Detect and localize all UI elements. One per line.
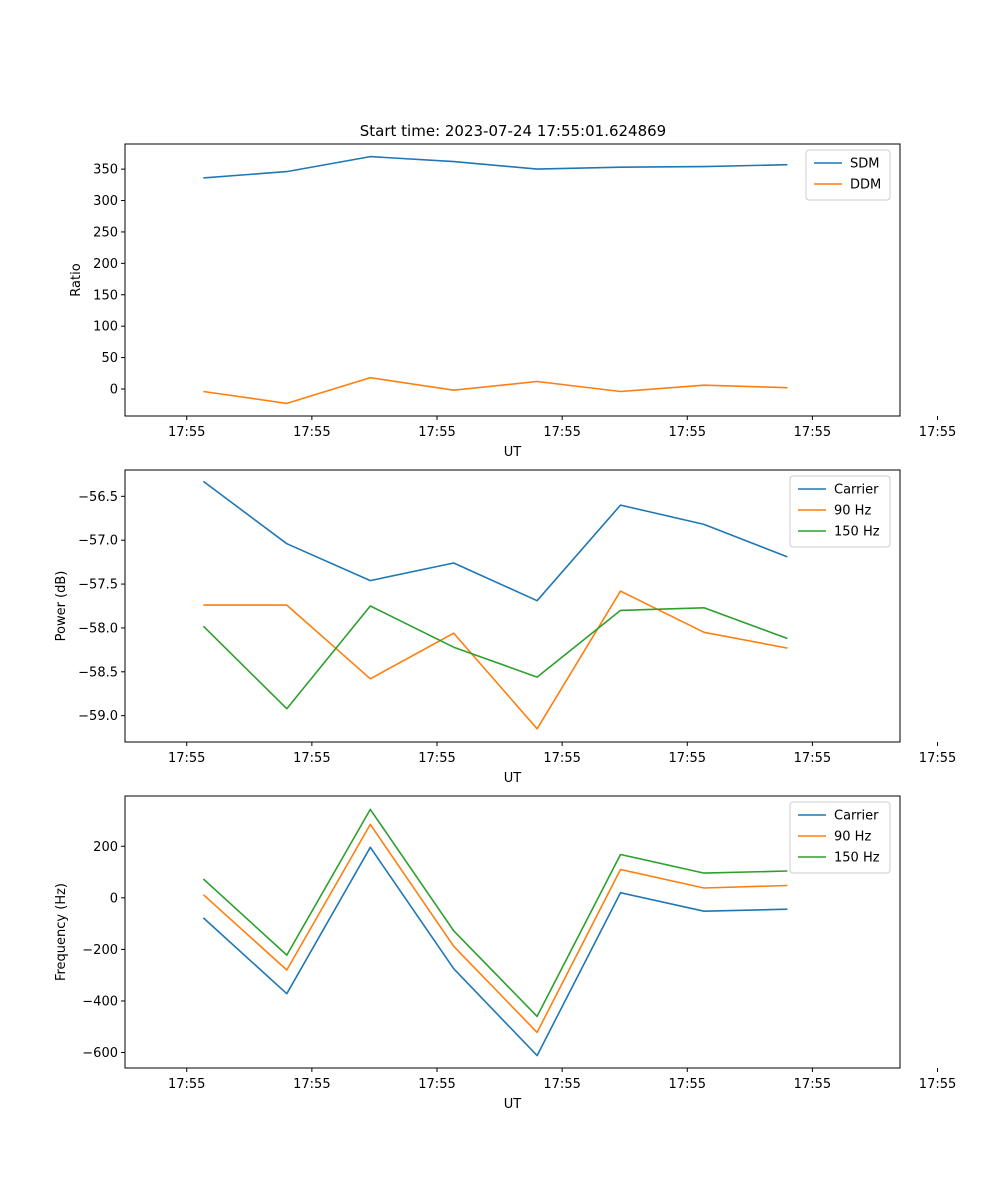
x-tick-label: 17:55 bbox=[293, 1077, 330, 1092]
series-line-carrier bbox=[202, 846, 788, 1057]
y-tick-label: −57.0 bbox=[78, 534, 118, 549]
chart-panel-3: 200 0 −200 −400 −600 17:55 17:55 17:55 17:55 17:5… bbox=[54, 795, 956, 1112]
legend-label: SDM bbox=[850, 157, 879, 172]
x-tick-label: 17:55 bbox=[543, 1077, 580, 1092]
y-tick-label: 50 bbox=[101, 351, 118, 366]
y-tick-label: −57.5 bbox=[78, 578, 118, 593]
x-axis-label: UT bbox=[504, 445, 522, 460]
y-tick-label: 350 bbox=[93, 163, 118, 178]
x-tick-label: 17:55 bbox=[794, 751, 831, 766]
x-tick-label: 17:55 bbox=[919, 425, 956, 440]
y-axis-label: Frequency (Hz) bbox=[54, 883, 69, 981]
chart-panel-2: −56.5 −57.0 −57.5 −58.0 −58.5 −59.0 17:55 17:55… bbox=[54, 469, 956, 786]
y-axis-label: Ratio bbox=[69, 263, 84, 296]
legend-label: 150 Hz bbox=[834, 851, 880, 866]
legend-label: 90 Hz bbox=[834, 830, 871, 845]
x-tick-label: 17:55 bbox=[418, 751, 455, 766]
axes-frame bbox=[124, 469, 901, 743]
axes-frame bbox=[124, 143, 901, 417]
y-tick-label: 250 bbox=[93, 225, 118, 240]
series-line-sdm bbox=[203, 155, 788, 179]
series-line-150-hz bbox=[202, 605, 788, 710]
x-tick-label: 17:55 bbox=[794, 1077, 831, 1092]
series-line-150-hz bbox=[202, 808, 788, 1018]
legend-label: Carrier bbox=[834, 483, 879, 498]
legend-label: DDM bbox=[850, 178, 881, 193]
legend-box bbox=[789, 801, 891, 874]
legend-label: Carrier bbox=[834, 809, 879, 824]
y-tick-label: −200 bbox=[82, 943, 118, 958]
series-line-carrier bbox=[202, 480, 788, 602]
series-line-ddm bbox=[203, 376, 788, 405]
y-tick-label: 0 bbox=[110, 891, 118, 906]
y-tick-label: 0 bbox=[110, 382, 118, 397]
x-tick-label: 17:55 bbox=[794, 425, 831, 440]
y-tick-label: −56.5 bbox=[78, 490, 118, 505]
x-tick-label: 17:55 bbox=[168, 751, 205, 766]
x-tick-label: 17:55 bbox=[168, 1077, 205, 1092]
x-tick-label: 17:55 bbox=[919, 751, 956, 766]
y-axis-label: Power (dB) bbox=[54, 571, 69, 642]
y-tick-label: −58.5 bbox=[78, 665, 118, 680]
legend-label: 150 Hz bbox=[834, 525, 880, 540]
x-tick-label: 17:55 bbox=[418, 1077, 455, 1092]
y-tick-label: −59.0 bbox=[78, 709, 118, 724]
y-tick-label: 200 bbox=[93, 257, 118, 272]
y-tick-label: 300 bbox=[93, 194, 118, 209]
y-tick-label: −400 bbox=[82, 994, 118, 1009]
legend-label: 90 Hz bbox=[834, 504, 871, 519]
x-tick-label: 17:55 bbox=[543, 425, 580, 440]
x-tick-label: 17:55 bbox=[168, 425, 205, 440]
legend-box bbox=[789, 475, 891, 548]
x-axis-label: UT bbox=[504, 1097, 522, 1112]
y-tick-label: 200 bbox=[93, 840, 118, 855]
x-tick-label: 17:55 bbox=[543, 751, 580, 766]
x-tick-label: 17:55 bbox=[418, 425, 455, 440]
series-line-90-hz bbox=[203, 590, 788, 730]
x-tick-label: 17:55 bbox=[669, 425, 706, 440]
x-tick-label: 17:55 bbox=[919, 1077, 956, 1092]
axes-frame bbox=[124, 795, 901, 1069]
x-tick-label: 17:55 bbox=[293, 751, 330, 766]
y-tick-label: −58.0 bbox=[78, 621, 118, 636]
series-line-90-hz bbox=[202, 823, 788, 1034]
x-axis-label: UT bbox=[504, 771, 522, 786]
y-tick-label: 100 bbox=[93, 320, 118, 335]
y-tick-label: 150 bbox=[93, 288, 118, 303]
chart-title: Start time: 2023-07-24 17:55:01.624869 bbox=[360, 122, 666, 140]
x-tick-label: 17:55 bbox=[669, 751, 706, 766]
x-tick-label: 17:55 bbox=[669, 1077, 706, 1092]
chart-panel-1: 0 50 100 150 200 250 300 350 17:55 17:55 17:55 17:5… bbox=[69, 143, 956, 460]
x-tick-label: 17:55 bbox=[293, 425, 330, 440]
y-tick-label: −600 bbox=[82, 1046, 118, 1061]
